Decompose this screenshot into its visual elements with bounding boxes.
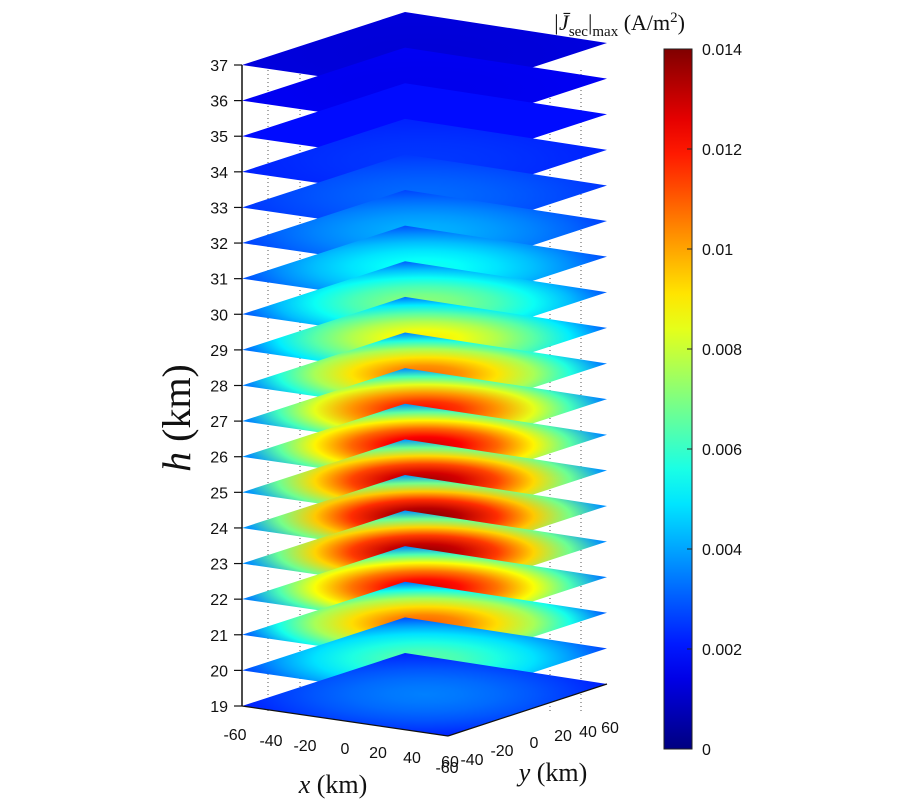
y-tick-label: -60	[435, 760, 458, 777]
colorbar-scale	[663, 48, 693, 750]
colorbar: 0 0.002 0.004 0.006 0.008 0.01 0.012 0.014	[663, 42, 742, 759]
z-tick-label: 32	[210, 236, 228, 253]
z-tick-label: 31	[210, 272, 228, 289]
z-tick-label: 36	[210, 94, 228, 111]
z-tick-label: 37	[210, 58, 228, 75]
axes: 19 20 21 22 23 24 25 26 27 28 29 30 31 32 33 34 35 36 37 -6…	[210, 58, 619, 777]
z-tick-label: 26	[210, 450, 228, 467]
z-tick-label: 25	[210, 485, 228, 502]
z-tick-label: 35	[210, 129, 228, 146]
y-tick-label: -20	[490, 743, 513, 760]
y-axis-line	[447, 683, 608, 737]
z-tick-label: 27	[210, 414, 228, 431]
x-tick-label: -60	[223, 727, 246, 744]
z-tick-label: 29	[210, 343, 228, 360]
colorbar-tick-label: 0.008	[702, 342, 742, 359]
y-tick-label: 40	[579, 724, 597, 741]
colorbar-tick-label: 0.012	[702, 142, 742, 159]
colorbar-tick-label: 0.002	[702, 642, 742, 659]
y-tick-label: 60	[601, 720, 619, 737]
x-tick-label: 40	[403, 750, 421, 767]
colorbar-tick-label: 0.006	[702, 442, 742, 459]
colorbar-ticks: 0 0.002 0.004 0.006 0.008 0.01 0.012 0.014	[687, 42, 742, 759]
colorbar-title: |J̄sec|max (A/m2)	[553, 10, 685, 40]
slice-h19	[242, 653, 607, 736]
y-tick-label: -40	[460, 752, 483, 769]
z-tick-label: 21	[210, 628, 228, 645]
x-axis-label: x (km)	[298, 770, 368, 799]
colorbar-tick-label: 0.01	[702, 242, 733, 259]
z-tick-label: 22	[210, 592, 228, 609]
y-axis-label: y (km)	[516, 758, 588, 787]
colorbar-tick-label: 0	[702, 742, 711, 759]
colorbar-tick-label: 0.014	[702, 42, 742, 59]
z-tick-label: 33	[210, 200, 228, 217]
z-tick-label: 30	[210, 307, 228, 324]
z-tick-label: 28	[210, 379, 228, 396]
colorbar-tick-label: 0.004	[702, 542, 742, 559]
x-tick-label: 60	[441, 754, 459, 771]
z-tick-label: 34	[210, 165, 228, 182]
y-tick-label: 0	[530, 735, 539, 752]
z-axis-label: h (km)	[154, 364, 199, 472]
y-tick-label: 20	[554, 728, 572, 745]
z-tick-label: 20	[210, 663, 228, 680]
heatmap-slices	[242, 12, 607, 736]
z-tick-label: 19	[210, 699, 228, 716]
x-tick-label: 20	[369, 745, 387, 762]
x-tick-label: 0	[341, 741, 350, 758]
x-tick-label: -40	[259, 733, 282, 750]
x-tick-label: -20	[293, 738, 316, 755]
z-tick-label: 23	[210, 557, 228, 574]
z-tick-label: 24	[210, 521, 228, 538]
x-axis-line	[241, 705, 449, 737]
